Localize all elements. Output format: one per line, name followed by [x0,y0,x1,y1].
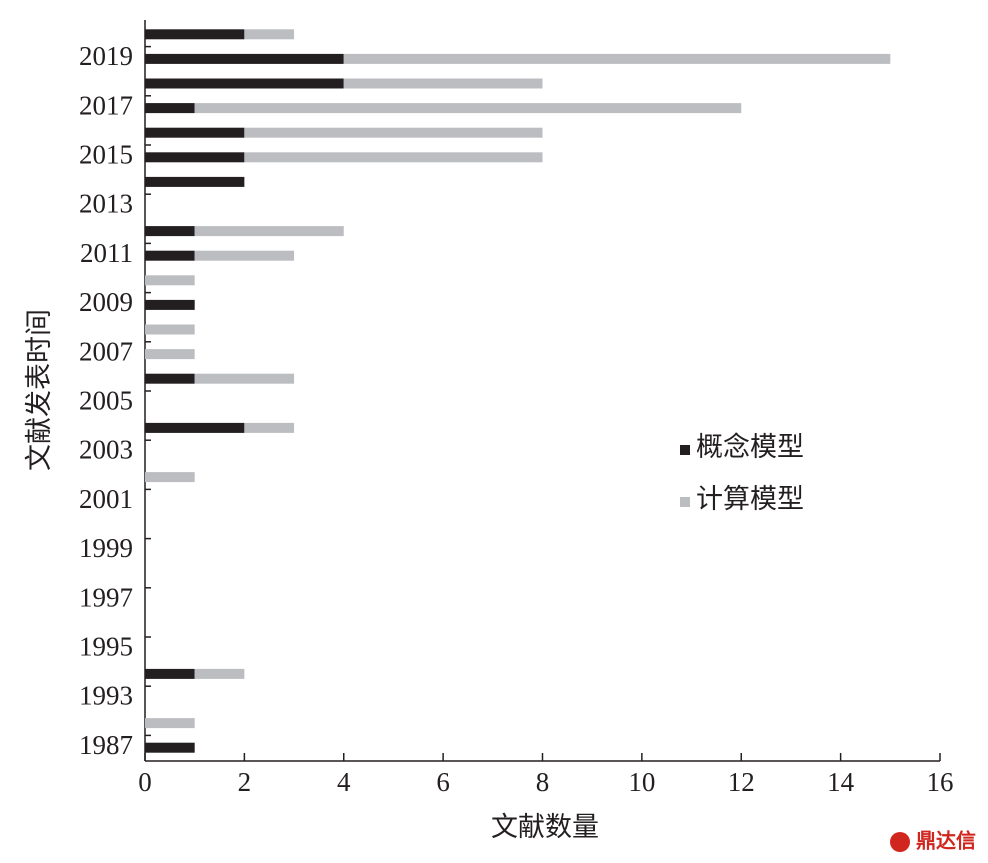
y-tick-label: 2015 [79,140,133,170]
bar [244,152,543,163]
legend-swatch [680,497,690,507]
bar [145,78,344,89]
bar [145,29,245,40]
bar [145,324,195,335]
y-axis-label: 文献发表时间 [24,309,54,471]
bar [145,226,195,237]
bar [145,250,195,261]
x-tick-label: 8 [536,767,550,797]
y-tick-label: 1999 [79,533,133,563]
y-tick-label: 2007 [79,336,133,366]
y-tick-label: 2011 [80,238,133,268]
bar [194,226,344,237]
x-tick-label: 2 [238,767,252,797]
y-tick-label: 1993 [79,681,133,711]
bar [145,103,195,114]
bar [145,742,195,753]
x-tick-label: 10 [628,767,655,797]
x-tick-label: 14 [827,767,855,797]
y-tick-label: 2013 [79,189,133,219]
bar [145,373,195,384]
bar [343,78,543,89]
y-tick-label: 2001 [79,484,133,514]
y-tick-label: 2019 [79,41,133,71]
y-tick-label: 2003 [79,435,133,465]
y-tick-label: 1997 [79,582,133,612]
y-tick-label: 1995 [79,632,133,662]
bar [194,668,245,679]
legend-swatch [680,445,690,455]
x-tick-label: 6 [436,767,450,797]
y-tick-label: 2009 [79,287,133,317]
x-tick-label: 0 [138,767,152,797]
x-tick-label: 16 [927,767,954,797]
legend-label: 计算模型 [696,484,804,514]
bar [244,29,295,40]
bar [145,53,344,64]
watermark: 鼎达信 [916,829,976,853]
y-tick-label: 2005 [79,386,133,416]
bar [145,472,195,483]
bar [145,127,245,138]
bar [145,718,195,729]
watermark-logo [890,832,910,852]
bar [145,299,195,310]
bar [194,103,742,114]
bar [194,373,295,384]
bar [343,53,891,64]
x-axis-label: 文献数量 [491,812,599,842]
x-tick-label: 12 [728,767,755,797]
bar [145,668,195,679]
bar [194,250,295,261]
bar [145,349,195,360]
legend-label: 概念模型 [696,432,804,462]
bar [145,275,195,286]
bar [244,127,543,138]
bar [145,152,245,163]
x-tick-label: 4 [337,767,351,797]
bar [244,422,295,433]
bar [145,176,245,187]
y-tick-label: 2017 [79,90,133,120]
y-tick-label: 1987 [79,730,133,760]
bar [145,422,245,433]
